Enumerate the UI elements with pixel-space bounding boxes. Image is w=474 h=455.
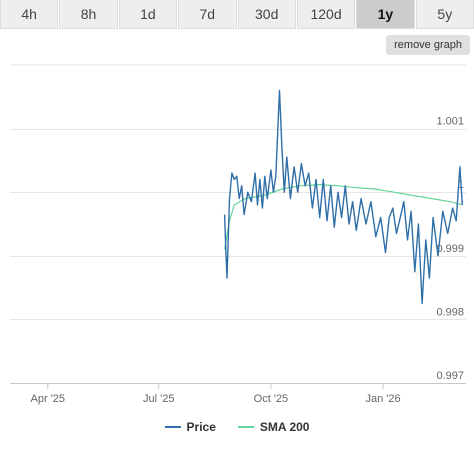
price-chart: Apr '25 Jul '25 Oct '25 Jan '26 0.997 0.998 0… <box>10 64 466 405</box>
legend-swatch-sma-200 <box>237 426 254 428</box>
series-lines <box>223 89 463 305</box>
legend-item-sma-200[interactable]: SMA 200 <box>237 420 310 434</box>
range-button-7d[interactable]: 7d <box>178 0 237 29</box>
range-button-5y[interactable]: 5y <box>415 0 474 29</box>
y-tick-label: 0.999 <box>436 243 464 255</box>
range-button-4h[interactable]: 4h <box>0 0 59 29</box>
time-range-selector: 4h 8h 1d 7d 30d 120d 1y 5y <box>0 0 474 30</box>
legend-item-price[interactable]: Price <box>164 420 216 434</box>
legend-swatch-price <box>164 426 181 428</box>
range-button-1y[interactable]: 1y <box>356 0 415 29</box>
legend: Price SMA 200 <box>0 420 474 434</box>
y-tick-label: 1.001 <box>436 116 464 128</box>
x-tick-label: Oct '25 <box>254 393 289 405</box>
x-axis: Apr '25 Jul '25 Oct '25 Jan '26 <box>10 383 466 405</box>
range-button-1d[interactable]: 1d <box>118 0 178 29</box>
series-line-price <box>223 89 463 305</box>
y-tick-label: 0.997 <box>436 370 464 382</box>
x-tick-label: Jan '26 <box>366 393 401 405</box>
series-line-sma-200 <box>224 184 463 250</box>
remove-graph-button[interactable]: remove graph <box>386 35 470 55</box>
legend-label-price: Price <box>186 420 216 434</box>
x-tick-label: Jul '25 <box>143 393 174 405</box>
y-tick-label: 0.998 <box>436 306 464 318</box>
grid-lines <box>10 64 466 384</box>
x-tick-label: Apr '25 <box>31 393 66 405</box>
range-button-8h[interactable]: 8h <box>59 0 118 29</box>
range-button-30d[interactable]: 30d <box>237 0 296 29</box>
legend-label-sma-200: SMA 200 <box>259 420 310 434</box>
range-button-120d[interactable]: 120d <box>296 0 356 29</box>
